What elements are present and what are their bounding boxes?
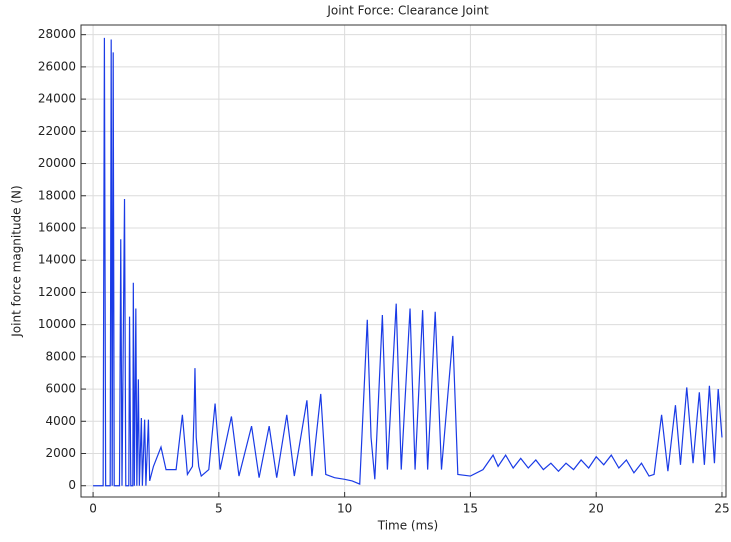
x-tick-label: 0 — [89, 502, 97, 516]
chart-title: Joint Force: Clearance Joint — [326, 4, 489, 18]
y-tick-label: 18000 — [38, 188, 76, 202]
y-tick-label: 14000 — [38, 253, 76, 267]
x-tick-label: 10 — [337, 502, 352, 516]
y-tick-label: 22000 — [38, 124, 76, 138]
y-tick-label: 28000 — [38, 27, 76, 41]
y-tick-label: 16000 — [38, 220, 76, 234]
x-axis-label: Time (ms) — [377, 519, 439, 533]
x-tick-label: 5 — [215, 502, 223, 516]
y-tick-label: 24000 — [38, 92, 76, 106]
y-tick-label: 20000 — [38, 156, 76, 170]
y-tick-label: 2000 — [45, 446, 76, 460]
y-tick-label: 0 — [68, 478, 76, 492]
y-tick-label: 4000 — [45, 414, 76, 428]
y-tick-label: 26000 — [38, 59, 76, 73]
plot-frame — [80, 24, 727, 498]
x-tick-label: 15 — [463, 502, 478, 516]
x-tick-label: 20 — [589, 502, 604, 516]
y-tick-label: 6000 — [45, 382, 76, 396]
y-tick-label: 8000 — [45, 349, 76, 363]
x-tick-label: 25 — [714, 502, 729, 516]
y-tick-label: 12000 — [38, 285, 76, 299]
data-line — [93, 37, 723, 487]
y-tick-label: 10000 — [38, 317, 76, 331]
y-axis-label: Joint force magnitude (N) — [10, 185, 24, 337]
